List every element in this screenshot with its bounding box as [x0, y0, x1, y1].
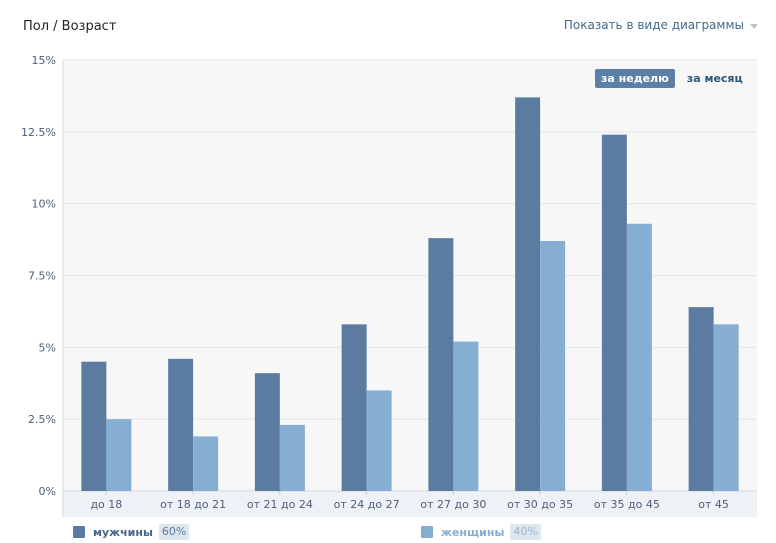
tab-month[interactable]: за месяц [686, 72, 743, 85]
bar-men [515, 97, 541, 491]
x-tick-label: от 18 до 21 [160, 498, 226, 511]
bar-women [193, 436, 219, 491]
legend-percent-women: 40% [510, 524, 541, 540]
page-title: Пол / Возраст [23, 19, 117, 34]
bar-men [81, 361, 107, 491]
bar-women [713, 324, 739, 491]
bar-women [540, 241, 566, 491]
legend-item-women[interactable]: женщины 40% [421, 524, 541, 540]
x-tick-label: от 35 до 45 [594, 498, 660, 511]
legend-swatch-women [421, 526, 433, 538]
view-toggle-dropdown[interactable]: Показать в виде диаграммы [564, 18, 758, 32]
x-tick-label: от 21 до 24 [247, 498, 313, 511]
bar-men [254, 373, 280, 491]
x-tick-label: от 27 до 30 [420, 498, 486, 511]
chevron-down-icon [750, 23, 758, 29]
view-toggle-label: Показать в виде диаграммы [563, 18, 744, 32]
y-tick-label: 10% [32, 198, 56, 211]
bar-men [428, 238, 454, 491]
legend-percent-men: 60% [158, 524, 190, 540]
period-tabs: за неделю за месяц [595, 69, 749, 88]
bar-women [279, 424, 305, 491]
legend-label-women: женщины [441, 525, 505, 539]
y-tick-label: 15% [32, 54, 56, 67]
y-tick-label: 5% [39, 341, 56, 354]
bar-men [341, 324, 367, 491]
bar-men [168, 358, 194, 491]
legend-label-men: мужчины [93, 525, 153, 539]
bar-women [106, 419, 132, 491]
legend-swatch-men [73, 526, 85, 538]
y-tick-label: 12.5% [21, 126, 56, 139]
x-tick-label: от 30 до 35 [507, 498, 573, 511]
x-tick-label: от 24 до 27 [334, 498, 400, 511]
legend-item-men[interactable]: мужчины 60% [73, 524, 190, 540]
bar-women [626, 223, 652, 491]
tab-week[interactable]: за неделю [595, 69, 675, 88]
y-tick-label: 2.5% [28, 413, 56, 426]
bar-men [601, 134, 627, 491]
bar-men [688, 307, 714, 491]
bar-women [453, 341, 479, 491]
x-tick-label: от 45 [698, 498, 729, 511]
x-tick-label: до 18 [90, 498, 122, 511]
y-tick-label: 7.5% [28, 270, 56, 283]
y-tick-label: 0% [39, 485, 56, 498]
x-axis-band [63, 491, 757, 517]
bar-women [366, 390, 392, 491]
